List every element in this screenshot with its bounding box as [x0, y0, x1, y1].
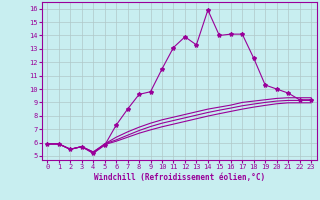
X-axis label: Windchill (Refroidissement éolien,°C): Windchill (Refroidissement éolien,°C): [94, 173, 265, 182]
